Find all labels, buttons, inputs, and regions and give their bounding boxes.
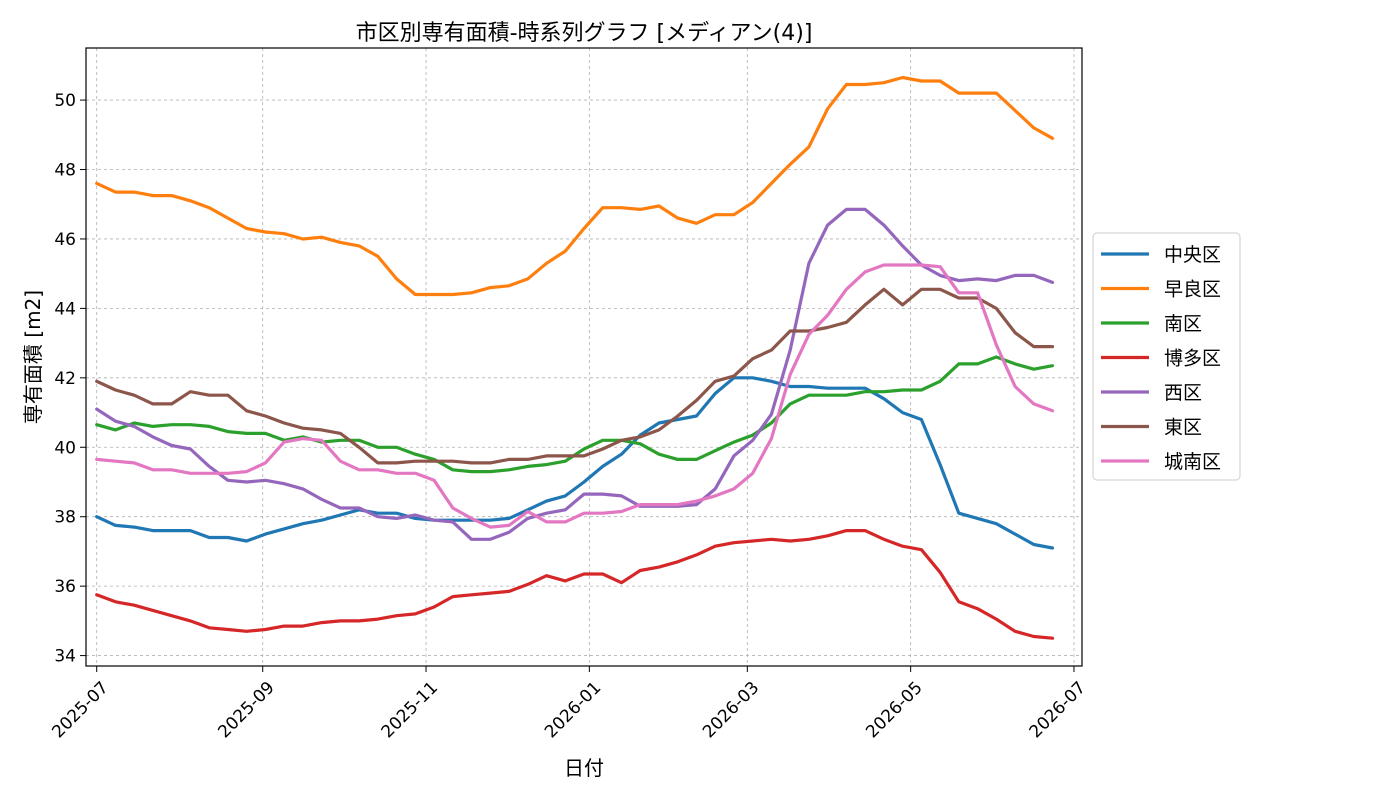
y-tick-label: 50: [54, 91, 76, 111]
grid: [86, 48, 1082, 666]
y-tick-label: 46: [54, 230, 76, 250]
y-tick-label: 38: [54, 508, 76, 528]
legend-label-1: 早良区: [1164, 279, 1221, 301]
y-tick-label: 40: [54, 438, 76, 458]
series-line-3: [95, 528, 1055, 640]
y-tick-label: 34: [54, 647, 76, 667]
legend-label-2: 南区: [1164, 313, 1202, 335]
series-line-4: [95, 207, 1055, 541]
legend-box: [1092, 232, 1241, 481]
plot-frame: [85, 47, 1083, 667]
y-axis-label: 専有面積 [m2]: [21, 290, 45, 424]
legend-label-5: 東区: [1164, 417, 1202, 439]
y-tick-label: 42: [54, 369, 76, 389]
legend-label-0: 中央区: [1164, 244, 1221, 266]
x-tick-label: 2025-09: [214, 678, 278, 742]
y-tick-label: 36: [54, 577, 76, 597]
x-axis-label: 日付: [564, 756, 604, 780]
series-line-6: [95, 263, 1055, 529]
y-tick-label: 44: [54, 299, 76, 319]
y-axis: 34 36 38 40 42 44 46 48 50: [54, 91, 86, 667]
series-line-0: [95, 376, 1055, 550]
series-line-1: [95, 75, 1055, 297]
legend-label-3: 博多区: [1164, 348, 1221, 370]
series-line-5: [95, 287, 1055, 465]
x-tick-label: 2026-05: [862, 678, 926, 742]
series-lines: [95, 75, 1055, 640]
legend-label-4: 西区: [1164, 382, 1202, 404]
chart-title: 市区別専有面積-時系列グラフ [メディアン(4)]: [356, 21, 813, 46]
x-axis: 2025-07 2025-09 2025-11 2026-01 2026-03 2026-…: [48, 666, 1090, 742]
x-tick-label: 2026-01: [541, 678, 605, 742]
x-tick-label: 2025-11: [378, 678, 442, 742]
x-tick-label: 2026-07: [1026, 678, 1090, 742]
x-tick-label: 2025-07: [48, 678, 112, 742]
x-tick-label: 2026-03: [699, 678, 763, 742]
y-tick-label: 48: [54, 161, 76, 181]
legend-label-6: 城南区: [1164, 451, 1221, 473]
